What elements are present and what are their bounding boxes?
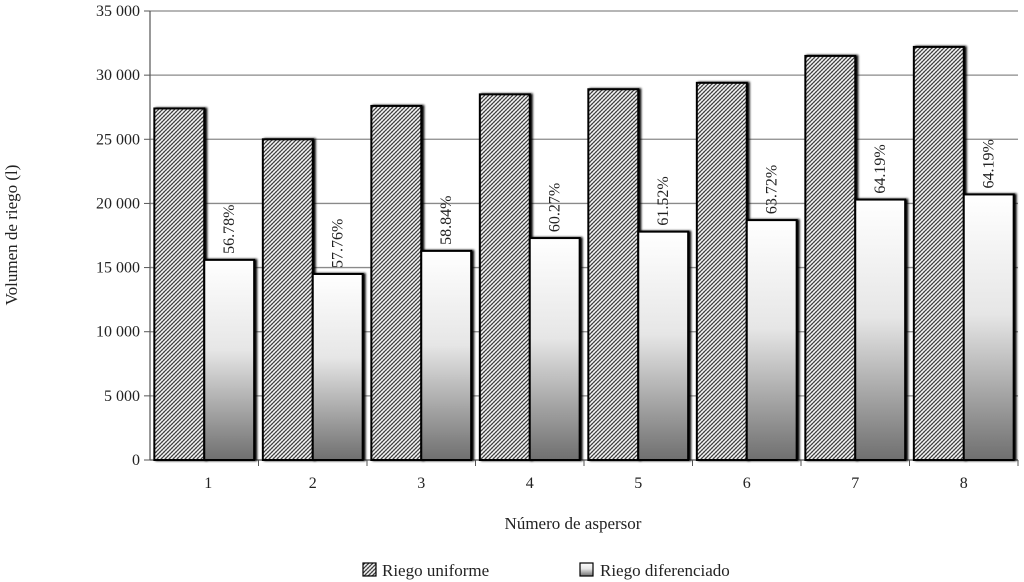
x-tick-label: 6 xyxy=(743,475,751,492)
legend-swatch-diferenciado xyxy=(579,562,594,577)
y-tick-label: 10 000 xyxy=(96,324,140,341)
legend-label-uniforme: Riego uniforme xyxy=(382,561,489,580)
data-label: 64.19% xyxy=(872,144,889,193)
x-tick-label: 5 xyxy=(634,475,642,492)
y-tick-label: 35 000 xyxy=(96,3,140,20)
bar-riego-uniforme xyxy=(587,88,640,462)
data-label: 61.52% xyxy=(655,176,672,225)
legend: Riego uniforme Riego diferenciado xyxy=(362,561,730,580)
y-tick-label: 5 000 xyxy=(104,388,140,405)
y-tick-label: 15 000 xyxy=(96,260,140,277)
bars xyxy=(153,45,1015,462)
y-tick-label: 30 000 xyxy=(96,67,140,84)
x-tick-label: 4 xyxy=(526,475,534,492)
bar-riego-uniforme xyxy=(912,45,965,461)
y-tick-label: 20 000 xyxy=(96,195,140,212)
bar-riego-uniforme xyxy=(804,54,857,462)
y-axis-title: Volumen de riego (l) xyxy=(2,165,21,306)
x-tick-label: 3 xyxy=(417,475,425,492)
x-tick-label: 7 xyxy=(851,475,859,492)
x-tick-label: 1 xyxy=(204,475,212,492)
data-label: 63.72% xyxy=(764,165,781,214)
bar-riego-diferenciado xyxy=(528,237,581,461)
tick-labels: 0 5 000 10 000 15 000 20 000 25 000 30 000 35 0… xyxy=(96,3,968,492)
bar-riego-uniforme xyxy=(478,93,531,461)
data-label: 60.27% xyxy=(547,183,564,232)
legend-item-riego-diferenciado: Riego diferenciado xyxy=(579,561,730,580)
legend-swatch-uniforme xyxy=(362,562,377,577)
bar-riego-diferenciado xyxy=(420,249,473,461)
y-tick-label: 25 000 xyxy=(96,131,140,148)
data-labels: 56.78% 57.76% 58.84% 60.27% 61.52% 63.72% 64.1… xyxy=(221,139,998,268)
bar-riego-uniforme xyxy=(370,104,423,461)
data-label: 58.84% xyxy=(438,196,455,245)
data-label: 64.19% xyxy=(981,139,998,188)
x-axis-title: Número de aspersor xyxy=(505,514,642,533)
bar-riego-uniforme xyxy=(261,138,314,462)
bar-riego-diferenciado xyxy=(637,230,690,461)
bar-riego-diferenciado xyxy=(311,272,364,461)
bar-riego-diferenciado xyxy=(962,193,1015,461)
bar-riego-diferenciado xyxy=(854,198,907,462)
legend-item-riego-uniforme: Riego uniforme xyxy=(362,561,489,580)
x-tick-label: 2 xyxy=(309,475,317,492)
bar-riego-uniforme xyxy=(153,107,206,462)
data-label: 56.78% xyxy=(221,205,238,254)
bar-riego-diferenciado xyxy=(203,258,256,462)
data-label: 57.76% xyxy=(330,219,347,268)
x-tick-label: 8 xyxy=(960,475,968,492)
bar-riego-diferenciado xyxy=(745,219,798,461)
y-tick-label: 0 xyxy=(132,452,140,469)
bar-riego-uniforme xyxy=(695,81,748,461)
legend-label-diferenciado: Riego diferenciado xyxy=(600,561,730,580)
